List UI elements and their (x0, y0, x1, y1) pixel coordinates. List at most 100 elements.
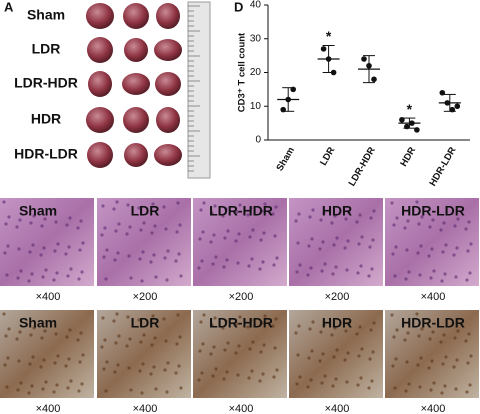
cell (330, 221, 334, 225)
cell (319, 330, 323, 334)
cell (100, 345, 104, 349)
magnification: ×200 (133, 291, 158, 303)
cell (468, 271, 472, 275)
cell (201, 342, 205, 346)
group-label: HDR-LDR (401, 315, 465, 331)
cell (403, 226, 407, 230)
cell (162, 317, 166, 321)
cell (209, 240, 213, 244)
cell (154, 275, 158, 279)
data-point (330, 69, 337, 76)
cell (456, 217, 460, 221)
cell (202, 201, 206, 205)
cell (358, 213, 362, 217)
cell (30, 384, 34, 388)
cell (249, 206, 253, 210)
cell (105, 248, 109, 252)
cell (18, 218, 22, 222)
cell (224, 207, 228, 211)
tumor-photo (87, 142, 113, 168)
cell (64, 364, 68, 368)
cell (210, 211, 214, 215)
cell (308, 215, 312, 219)
group-label: LDR-HDR (14, 75, 78, 91)
cell (295, 270, 299, 274)
cell (32, 326, 36, 330)
cell (321, 240, 325, 244)
cell (177, 252, 181, 256)
cell (141, 250, 145, 254)
cell (406, 331, 410, 335)
cell (370, 379, 374, 383)
cell (127, 366, 131, 370)
cell (332, 355, 336, 359)
cell (139, 228, 143, 232)
cell (174, 259, 178, 263)
cell (142, 333, 146, 337)
cell (165, 278, 169, 282)
cell (200, 371, 204, 375)
cell (323, 374, 327, 378)
cell (175, 230, 179, 234)
data-point (414, 127, 420, 133)
cell (249, 318, 253, 322)
cell (238, 315, 242, 319)
cell (114, 341, 118, 345)
cell (104, 277, 108, 281)
cell (321, 352, 325, 356)
cell (4, 334, 8, 338)
cell (43, 217, 47, 221)
cell (28, 362, 32, 366)
cell (140, 279, 144, 283)
cell (310, 349, 314, 353)
cell (356, 271, 360, 275)
cell (42, 246, 46, 250)
group-label: HDR (31, 111, 61, 127)
cell (237, 232, 241, 236)
cell (258, 379, 262, 383)
cell (79, 331, 83, 335)
cell (250, 257, 254, 261)
cell (258, 267, 262, 271)
cell (140, 391, 144, 395)
cell (395, 328, 399, 332)
cell (309, 266, 313, 270)
cell (335, 348, 339, 352)
cell (125, 344, 129, 348)
cell (308, 327, 312, 331)
cell (263, 202, 267, 206)
group-label: HDR-LDR (401, 203, 465, 219)
cell (334, 265, 338, 269)
cell (235, 210, 239, 214)
cell (153, 224, 157, 228)
cell (346, 351, 350, 355)
cell (198, 349, 202, 353)
cell (332, 243, 336, 247)
x-tick-label: Sham (275, 145, 297, 173)
cell (391, 252, 395, 256)
cell (56, 242, 60, 246)
cell (39, 365, 43, 369)
y-tick-label: 0 (255, 135, 261, 146)
cell (298, 375, 302, 379)
cell (468, 383, 472, 387)
cell (116, 251, 120, 255)
cell (151, 202, 155, 206)
data-point (325, 56, 332, 62)
cell (69, 379, 73, 383)
cell (273, 234, 277, 238)
cell (355, 220, 359, 224)
cell (452, 365, 456, 369)
cell (17, 247, 21, 251)
cell (405, 248, 409, 252)
cell (225, 370, 229, 374)
cell (128, 337, 132, 341)
cell (56, 354, 60, 358)
cell (43, 329, 47, 333)
tumor-photo (155, 72, 181, 96)
cell (442, 221, 446, 225)
x-tick-label: HDR-LDR (427, 145, 458, 188)
cell (331, 272, 335, 276)
cell (335, 236, 339, 240)
cell (346, 239, 350, 243)
